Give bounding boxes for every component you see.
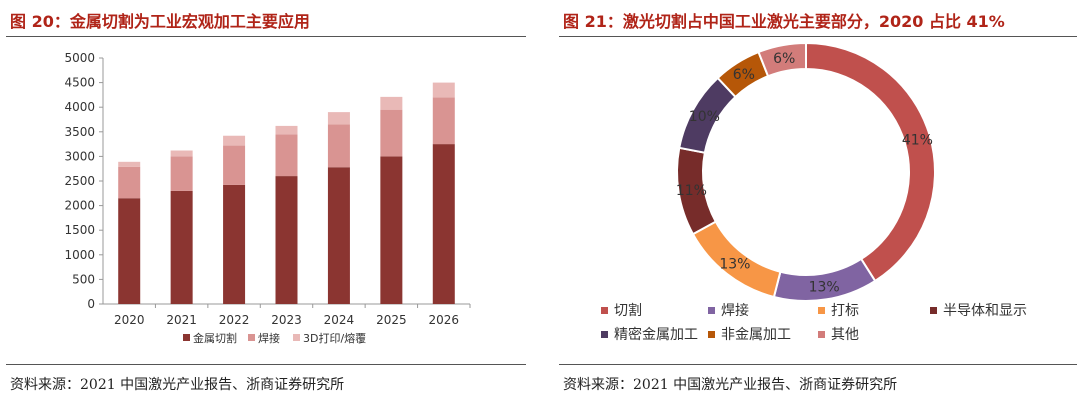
y-tick-label: 4000 xyxy=(64,100,95,114)
y-tick-label: 2000 xyxy=(64,199,95,213)
legend-label: 非金属加工 xyxy=(721,327,791,343)
y-tick-label: 3000 xyxy=(64,149,95,163)
x-tick-label: 2024 xyxy=(324,313,355,327)
slice-label: 13% xyxy=(809,280,840,296)
bar-segment xyxy=(118,166,141,199)
title-divider xyxy=(559,36,1077,37)
legend-swatch xyxy=(708,331,715,338)
legend-swatch xyxy=(708,307,715,314)
bar-segment xyxy=(223,184,246,304)
bar-segment xyxy=(118,198,141,304)
slice-label: 6% xyxy=(733,67,755,83)
slice-label: 41% xyxy=(902,133,933,149)
source-divider xyxy=(559,364,1077,365)
bar-segment xyxy=(432,97,455,145)
slice-label: 10% xyxy=(689,109,720,125)
legend-label: 打标 xyxy=(831,302,859,319)
bar-segment xyxy=(432,144,455,304)
slice-label: 13% xyxy=(719,257,750,273)
bar-segment xyxy=(275,134,298,177)
donut-slice xyxy=(805,41,936,283)
x-tick-label: 2023 xyxy=(271,313,302,327)
right-chart-title: 图 21：激光切割占中国工业激光主要部分，2020 占比 41% xyxy=(563,12,1005,31)
x-tick-label: 2021 xyxy=(166,313,197,327)
legend-label: 其他 xyxy=(831,327,859,343)
legend-swatch xyxy=(293,334,300,341)
bar-segment xyxy=(380,109,403,157)
bar-segment xyxy=(170,150,193,157)
legend-swatch xyxy=(183,334,190,341)
source-divider xyxy=(6,364,526,365)
y-tick-label: 4500 xyxy=(64,76,95,90)
bar-segment xyxy=(327,167,350,304)
bar-segment xyxy=(223,135,246,146)
legend-swatch xyxy=(601,307,608,314)
left-source-note: 资料来源：2021 中国激光产业报告、浙商证券研究所 xyxy=(10,377,345,393)
legend-swatch xyxy=(930,307,937,314)
bar-segment xyxy=(380,156,403,304)
bar-segment xyxy=(275,125,298,135)
y-tick-label: 0 xyxy=(87,297,95,311)
legend-label: 焊接 xyxy=(721,302,749,319)
x-tick-label: 2025 xyxy=(376,313,407,327)
y-tick-label: 3500 xyxy=(64,125,95,139)
bar-segment xyxy=(223,145,246,185)
bar-segment xyxy=(327,112,350,125)
y-tick-label: 1500 xyxy=(64,223,95,237)
slice-label: 6% xyxy=(773,51,795,67)
title-divider xyxy=(6,36,526,37)
y-tick-label: 5000 xyxy=(64,51,95,65)
legend-swatch xyxy=(248,334,255,341)
legend-label: 切割 xyxy=(614,302,642,319)
x-tick-label: 2022 xyxy=(219,313,250,327)
right-source-note: 资料来源：2021 中国激光产业报告、浙商证券研究所 xyxy=(563,377,898,393)
y-tick-label: 2500 xyxy=(64,174,95,188)
stacked-bar-chart: 0 500 1000 1500 2000 2500 3000 3500 4000 4500 5000… xyxy=(64,51,471,345)
bar-segment xyxy=(380,96,403,110)
right-chart-panel: 图 21：激光切割占中国工业激光主要部分，2020 占比 41% 41% 13% 1… xyxy=(553,0,1080,408)
left-chart-panel: 图 20：金属切割为工业宏观加工主要应用 0 500 1000 1500 2000 250… xyxy=(0,0,528,408)
bar-segment xyxy=(170,190,193,304)
legend-label: 焊接 xyxy=(258,331,280,345)
legend-swatch xyxy=(601,331,608,338)
bar-segment xyxy=(275,176,298,304)
y-tick-label: 500 xyxy=(72,272,95,286)
legend-swatch xyxy=(818,307,825,314)
legend-label: 半导体和显示 xyxy=(943,303,1027,319)
bar-segment xyxy=(170,156,193,191)
bar-segment xyxy=(327,124,350,168)
left-chart-title: 图 20：金属切割为工业宏观加工主要应用 xyxy=(10,12,310,31)
y-tick-label: 1000 xyxy=(64,248,95,262)
bar-segment xyxy=(118,161,141,167)
donut-slice xyxy=(757,41,807,78)
legend-label: 精密金属加工 xyxy=(614,326,698,343)
legend-label: 金属切割 xyxy=(193,331,237,345)
bar-segment xyxy=(432,82,455,98)
x-tick-label: 2026 xyxy=(429,313,460,327)
legend-swatch xyxy=(818,331,825,338)
legend-label: 3D打印/熔覆 xyxy=(303,331,366,345)
x-tick-label: 2020 xyxy=(114,313,145,327)
slice-label: 11% xyxy=(676,183,707,199)
